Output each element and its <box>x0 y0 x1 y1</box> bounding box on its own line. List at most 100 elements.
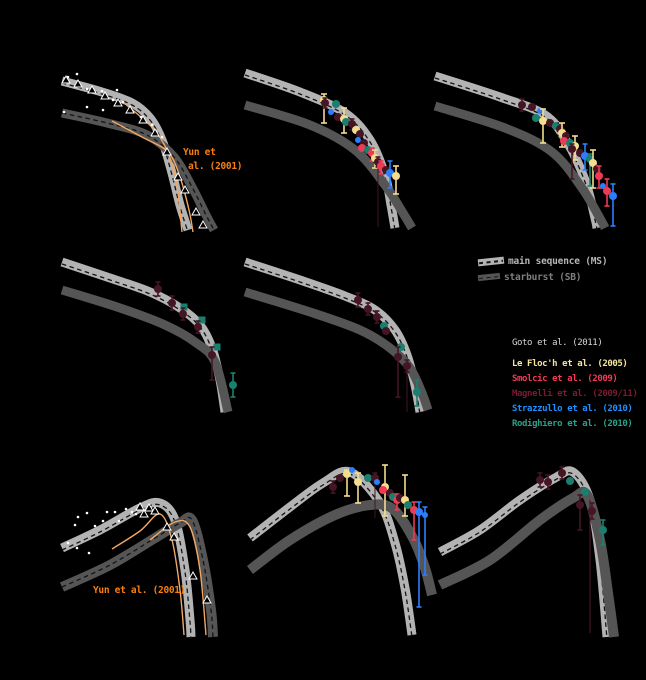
data-dot <box>150 123 154 127</box>
open-triangle-marker <box>113 97 123 107</box>
marker-blue-point <box>386 169 394 177</box>
marker-teal-point <box>581 488 589 496</box>
band-dashed-line <box>249 472 413 638</box>
open-triangle-marker <box>188 570 198 580</box>
open-triangle-marker <box>139 508 149 518</box>
panel-middle-center <box>243 257 433 415</box>
open-triangle-marker <box>61 74 71 84</box>
panel-top-middle <box>243 68 416 231</box>
legend-bands: main sequence (MS) starburst (SB) <box>477 253 608 285</box>
ms-band-swatch-icon <box>477 256 505 266</box>
main-sequence-band <box>60 257 230 413</box>
marker-yellow-point <box>589 159 597 167</box>
open-triangle-marker <box>191 206 201 216</box>
open-triangle-marker <box>180 184 190 194</box>
open-triangle-marker <box>162 146 172 156</box>
open-triangle-marker <box>162 521 172 531</box>
open-triangle-marker <box>150 505 160 515</box>
starburst-band <box>437 486 619 638</box>
marker-yellow-point <box>343 470 351 478</box>
open-triangle-marker <box>87 84 97 94</box>
yun-annotation: al. (2001) <box>188 161 242 172</box>
marker-maroon-point <box>194 323 202 331</box>
open-triangle-marker <box>202 594 212 604</box>
open-triangle-marker <box>125 104 135 114</box>
marker-teal-point <box>229 381 237 389</box>
open-triangle-marker <box>173 171 183 181</box>
open-triangle-marker <box>100 90 110 100</box>
band-dashed-line <box>61 516 214 638</box>
marker-blue-point <box>415 508 423 516</box>
marker-teal-point <box>599 526 607 534</box>
band-dashed-line <box>61 112 215 231</box>
marker-maroon-point <box>356 130 364 138</box>
data-dot <box>85 511 89 515</box>
data-dot <box>85 87 89 91</box>
data-dot <box>101 108 105 112</box>
legend-ref-item: Magnelli et al. (2009/11) <box>512 389 638 399</box>
marker-blue-point <box>374 479 380 485</box>
marker-maroon-point <box>154 285 162 293</box>
marker-teal-point <box>532 114 540 122</box>
marker-teal-square <box>213 343 221 351</box>
marker-maroon-point <box>208 351 216 359</box>
data-dot <box>93 524 97 528</box>
marker-maroon-point <box>179 310 187 318</box>
data-dot <box>75 72 79 76</box>
starburst-band <box>60 285 233 414</box>
marker-maroon-point <box>354 296 362 304</box>
data-dot <box>76 515 80 519</box>
legend-row-starburst: starburst (SB) <box>477 269 607 285</box>
panel-bottom-right <box>437 466 619 640</box>
marker-maroon-point <box>536 476 544 484</box>
marker-blue-point <box>355 137 361 143</box>
yun-model-curve <box>111 120 194 233</box>
ms-band-label: main sequence (MS) <box>508 255 608 267</box>
data-dot <box>100 89 104 93</box>
marker-yellow-point <box>354 478 362 486</box>
open-triangle-marker <box>135 501 145 511</box>
legend-references: Goto et al. (2011) Le Floc'h et al. (200… <box>512 338 638 432</box>
open-triangle-marker <box>144 502 154 512</box>
panel-top-right <box>433 71 617 231</box>
data-dot <box>66 541 70 545</box>
panel-top-left: Yun et al. (2001) <box>60 72 243 233</box>
data-dot <box>117 519 121 523</box>
marker-blue-point <box>609 192 617 200</box>
sb-band-swatch-icon <box>477 272 501 282</box>
legend-row-main-sequence: main sequence (MS) <box>477 253 608 269</box>
marker-maroon-point <box>518 101 526 109</box>
yun-annotation: Yun et al. (2001) <box>93 585 185 596</box>
legend-ref-item: Le Floc'h et al. (2005) <box>512 359 628 369</box>
marker-teal-point <box>404 501 412 509</box>
marker-teal-square <box>198 316 206 324</box>
marker-maroon-point <box>321 99 329 107</box>
marker-maroon-point <box>373 313 381 321</box>
sb-band-label: starburst (SB) <box>504 271 582 283</box>
panel-bottom-left: Yun et al. (2001) <box>59 497 218 640</box>
open-triangle-marker <box>73 78 83 88</box>
marker-red-point <box>595 172 603 180</box>
marker-yellow-point <box>539 117 547 125</box>
data-dot <box>121 100 125 104</box>
marker-teal-square <box>180 303 188 311</box>
panel-bottom-middle <box>246 464 437 638</box>
data-dot <box>111 98 115 102</box>
data-dot <box>160 135 164 139</box>
marker-maroon-point <box>588 507 596 515</box>
legend-ref-item: Strazzullo et al. (2010) <box>512 404 633 414</box>
legend-ref-list: Le Floc'h et al. (2005) Smolcic et al. (2… <box>512 357 638 432</box>
legend-title-goto: Goto et al. (2011) <box>512 338 603 348</box>
marker-maroon-point <box>546 119 554 127</box>
marker-blue-point <box>328 109 334 115</box>
data-dot <box>101 519 105 523</box>
marker-maroon-point <box>364 305 372 313</box>
open-triangle-marker <box>138 114 148 124</box>
data-dot <box>85 105 89 109</box>
marker-maroon-point <box>403 362 411 370</box>
panel-middle-left <box>60 257 237 415</box>
data-dot <box>115 88 119 92</box>
data-dot <box>113 510 117 514</box>
marker-blue-point <box>600 183 606 189</box>
